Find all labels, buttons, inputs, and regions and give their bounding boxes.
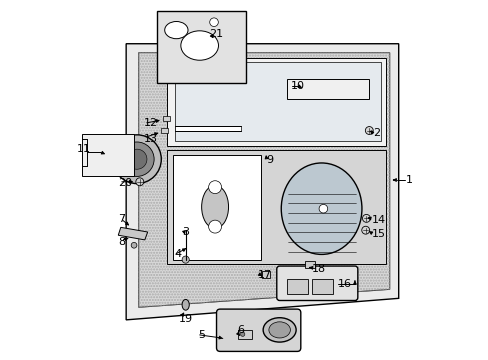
Text: 6: 6 (237, 325, 244, 335)
Circle shape (319, 204, 327, 213)
Text: 7: 7 (118, 214, 125, 224)
Circle shape (362, 215, 369, 222)
Ellipse shape (182, 300, 189, 310)
Ellipse shape (263, 318, 296, 342)
Text: 18: 18 (311, 264, 325, 274)
Text: 9: 9 (265, 155, 273, 165)
Text: 1: 1 (405, 175, 412, 185)
FancyBboxPatch shape (216, 309, 300, 351)
Text: 3: 3 (182, 227, 188, 237)
FancyBboxPatch shape (276, 266, 357, 301)
Circle shape (209, 18, 218, 27)
Circle shape (208, 181, 221, 194)
Text: 16: 16 (337, 279, 351, 289)
Circle shape (131, 242, 137, 248)
Polygon shape (139, 53, 389, 307)
Text: 4: 4 (174, 248, 182, 258)
Polygon shape (118, 227, 147, 240)
Text: 17: 17 (258, 270, 272, 280)
Circle shape (361, 226, 369, 234)
Bar (163, 116, 169, 121)
Ellipse shape (268, 322, 290, 338)
Polygon shape (174, 62, 381, 140)
Text: 11: 11 (77, 144, 90, 154)
Circle shape (136, 178, 143, 186)
Circle shape (126, 149, 147, 169)
Circle shape (112, 135, 161, 184)
Text: 8: 8 (118, 237, 125, 247)
Circle shape (182, 256, 189, 263)
Bar (161, 129, 168, 134)
Polygon shape (167, 149, 386, 264)
Text: 2: 2 (373, 129, 380, 138)
Bar (286, 78, 368, 99)
Bar (174, 126, 241, 131)
Polygon shape (156, 12, 246, 83)
Text: 10: 10 (290, 81, 305, 91)
Circle shape (365, 127, 372, 134)
Ellipse shape (181, 31, 218, 60)
Ellipse shape (164, 22, 187, 39)
Circle shape (208, 220, 221, 233)
Polygon shape (126, 44, 398, 320)
Ellipse shape (201, 185, 228, 228)
Text: 5: 5 (198, 330, 204, 340)
Circle shape (240, 332, 244, 336)
Text: 12: 12 (143, 118, 157, 128)
Text: 13: 13 (143, 134, 157, 144)
Text: 21: 21 (208, 29, 223, 39)
Text: 15: 15 (371, 229, 385, 239)
Ellipse shape (281, 163, 361, 255)
Bar (311, 279, 332, 294)
Text: 20: 20 (118, 178, 132, 188)
Polygon shape (172, 155, 260, 260)
Bar (261, 271, 269, 278)
Text: 14: 14 (371, 215, 385, 225)
Circle shape (120, 142, 154, 176)
Bar (304, 261, 314, 268)
Bar (286, 279, 307, 294)
Bar (238, 330, 251, 338)
Bar (82, 134, 134, 176)
Polygon shape (167, 58, 386, 146)
Text: 19: 19 (179, 314, 193, 324)
